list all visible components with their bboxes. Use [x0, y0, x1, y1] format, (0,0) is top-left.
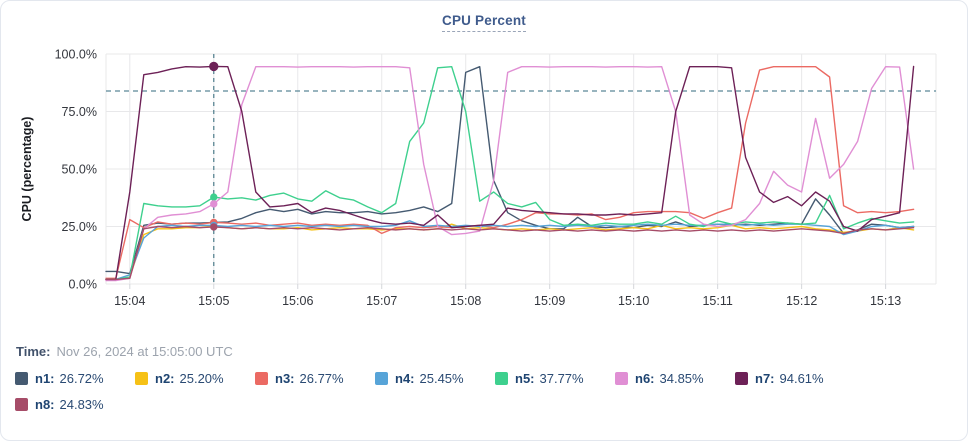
time-value: Nov 26, 2024 at 15:05:00 UTC: [56, 344, 233, 359]
legend-name: n4:: [395, 371, 415, 386]
crosshair-dot-n8: [210, 223, 218, 231]
legend-value: 34.85%: [659, 371, 704, 386]
legend-value: 37.77%: [539, 371, 584, 386]
series-n5-line: [105, 66, 915, 281]
time-row: Time: Nov 26, 2024 at 15:05:00 UTC: [16, 344, 233, 359]
y-tick-label: 25.0%: [62, 220, 97, 234]
crosshair-dot-n7: [209, 61, 219, 72]
series-n3-line: [105, 66, 915, 279]
legend-item-n3[interactable]: n3: 26.77%: [255, 371, 375, 386]
legend-name: n5:: [515, 371, 535, 386]
legend-item-n1[interactable]: n1: 26.72%: [15, 371, 135, 386]
crosshair-dot-n5: [210, 193, 218, 201]
legend-name: n2:: [155, 371, 175, 386]
legend-item-n6[interactable]: n6: 34.85%: [615, 371, 735, 386]
x-tick-label: 15:06: [282, 294, 313, 308]
legend-value: 25.20%: [179, 371, 224, 386]
x-tick-label: 15:13: [870, 294, 901, 308]
legend-item-n5[interactable]: n5: 37.77%: [495, 371, 615, 386]
x-tick-label: 15:05: [198, 294, 229, 308]
legend-name: n8:: [35, 397, 55, 412]
legend-swatch-n2: [135, 372, 148, 385]
legend-swatch-n5: [495, 372, 508, 385]
legend-value: 26.77%: [299, 371, 344, 386]
series-n1-line: [105, 66, 915, 275]
y-axis-title: CPU (percentage): [20, 117, 34, 222]
legend-item-n7[interactable]: n7: 94.61%: [735, 371, 855, 386]
cpu-chart: 0.0% 25.0% 50.0% 75.0% 100.0% 15:04 15:05 15:06…: [20, 48, 937, 308]
legend-name: n6:: [635, 371, 655, 386]
x-tick-label: 15:04: [114, 294, 145, 308]
legend-swatch-n1: [15, 372, 28, 385]
series-n8-line: [105, 225, 915, 281]
chart-title-wrap: CPU Percent: [1, 12, 967, 32]
legend-swatch-n8: [15, 398, 28, 411]
x-tick-label: 15:09: [534, 294, 565, 308]
series-n6-line: [105, 66, 915, 282]
y-tick-label: 50.0%: [62, 163, 97, 177]
legend-value: 25.45%: [419, 371, 464, 386]
legend-value: 24.83%: [59, 397, 104, 412]
legend-swatch-n3: [255, 372, 268, 385]
legend: n1: 26.72% n2: 25.20% n3: 26.77% n4: 25.45% n5: 3…: [15, 371, 959, 412]
series-n4-line: [105, 220, 915, 281]
legend-item-n2[interactable]: n2: 25.20%: [135, 371, 255, 386]
legend-swatch-n4: [375, 372, 388, 385]
x-tick-label: 15:11: [702, 294, 732, 308]
time-label: Time:: [16, 344, 51, 359]
legend-name: n3:: [275, 371, 295, 386]
x-tick-label: 15:10: [618, 294, 649, 308]
legend-swatch-n6: [615, 372, 628, 385]
y-tick-label: 100.0%: [55, 48, 97, 62]
legend-item-n4[interactable]: n4: 25.45%: [375, 371, 495, 386]
legend-value: 26.72%: [59, 371, 104, 386]
y-tick-label: 0.0%: [69, 278, 98, 292]
y-tick-label: 75.0%: [62, 105, 97, 119]
legend-name: n1:: [35, 371, 55, 386]
series-n2-line: [105, 223, 915, 281]
x-tick-label: 15:07: [366, 294, 397, 308]
series-n7-line: [105, 65, 915, 281]
crosshair-dot-n6: [210, 200, 218, 208]
chart-title[interactable]: CPU Percent: [442, 13, 526, 32]
legend-value: 94.61%: [779, 371, 824, 386]
x-tick-label: 15:08: [450, 294, 481, 308]
legend-name: n7:: [755, 371, 775, 386]
legend-swatch-n7: [735, 372, 748, 385]
x-tick-label: 15:12: [786, 294, 817, 308]
legend-item-n8[interactable]: n8: 24.83%: [15, 397, 135, 412]
